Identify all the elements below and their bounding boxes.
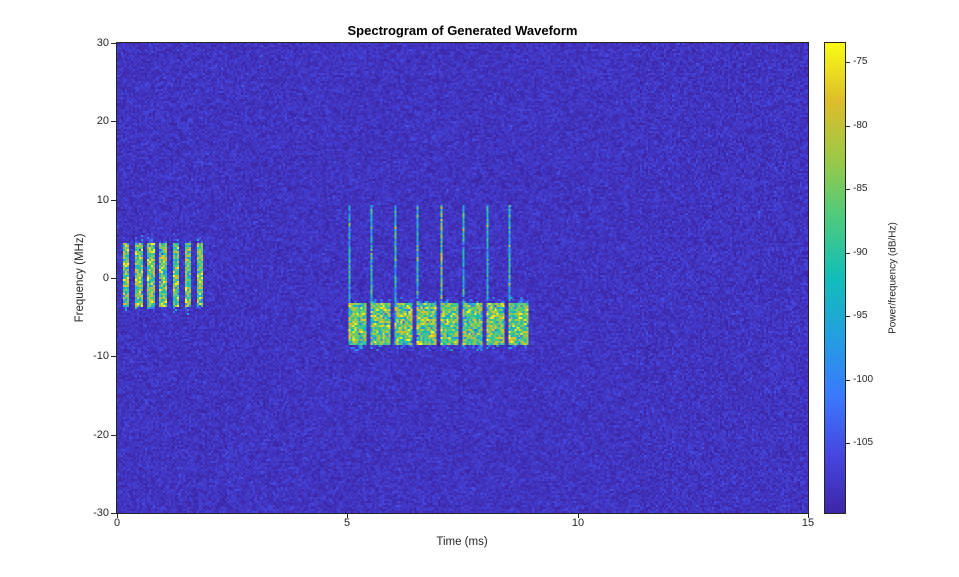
colorbar-tick-mark [846,316,850,317]
y-axis-label: Frequency (MHz) [74,233,86,323]
y-tick-mark [111,435,116,436]
colorbar-gradient [824,42,846,514]
y-tick-mark [111,356,116,357]
x-tick-label: 0 [113,517,121,529]
colorbar-tick-label: -80 [853,120,868,131]
colorbar-tick-mark [846,126,850,127]
colorbar-tick-label: -95 [853,310,868,321]
colorbar-tick-mark [846,380,850,381]
colorbar-tick-label: -105 [853,437,874,448]
colorbar-tick-label: -100 [853,374,874,385]
colorbar-tick-mark [846,189,850,190]
x-tick-mark [578,514,579,518]
x-tick-label: 10 [571,517,585,529]
colorbar-tick-mark [846,62,850,63]
y-tick-label: -20 [93,429,109,441]
x-tick-label: 15 [801,517,815,529]
spectrogram-canvas [116,42,809,514]
y-tick-mark [111,43,116,44]
colorbar-tick-mark [846,253,850,254]
y-tick-label: 30 [96,37,109,49]
y-tick-label: 0 [102,272,109,284]
colorbar-label: Power/frequency (dB/Hz) [887,222,899,334]
y-tick-mark [111,121,116,122]
colorbar-tick-label: -90 [853,247,868,258]
x-tick-mark [117,514,118,518]
x-tick-mark [808,514,809,518]
x-tick-mark [347,514,348,518]
colorbar-tick-mark [846,443,850,444]
y-tick-mark [111,278,116,279]
y-tick-label: -30 [93,507,109,519]
x-tick-label: 5 [343,517,351,529]
y-tick-label: 10 [96,194,109,206]
y-tick-mark [111,513,116,514]
chart-title: Spectrogram of Generated Waveform [347,23,578,38]
colorbar-tick-label: -85 [853,183,868,194]
y-tick-mark [111,200,116,201]
x-axis-label: Time (ms) [436,536,488,548]
colorbar-tick-label: -75 [853,56,868,67]
y-tick-label: -10 [93,350,109,362]
y-tick-label: 20 [96,115,109,127]
